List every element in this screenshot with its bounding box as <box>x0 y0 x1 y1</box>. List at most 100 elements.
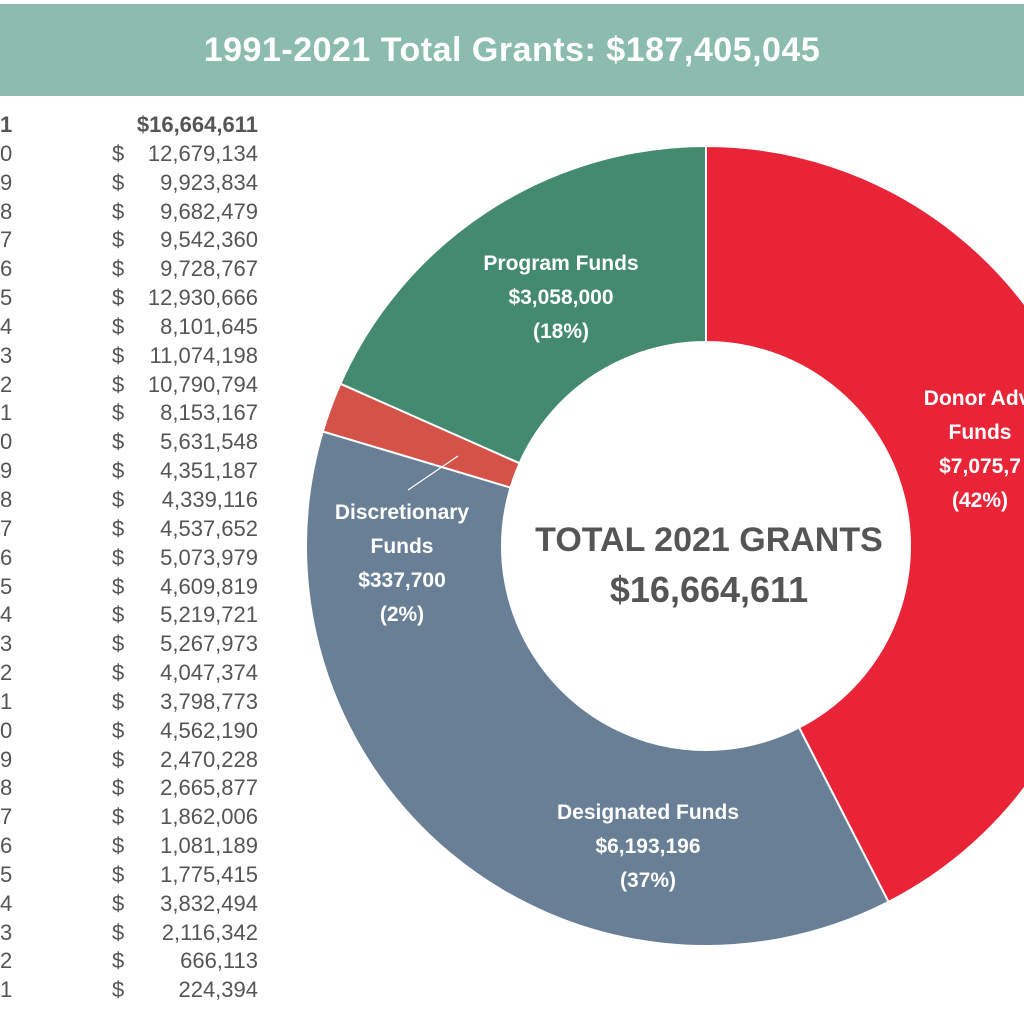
year-cell: 8 <box>0 775 13 801</box>
year-cell: 4 <box>0 602 13 628</box>
table-row: 4 $5,219,721 <box>0 601 270 630</box>
table-row: 1 $16,664,611 <box>0 111 270 140</box>
year-cell: 6 <box>0 833 13 859</box>
table-row: 0 $12,679,134 <box>0 140 270 169</box>
year-cell: 1 <box>0 977 13 1003</box>
dollar-sign-cell: $ <box>112 861 125 887</box>
table-row: 5 $4,609,819 <box>0 573 270 602</box>
slice-label-line: $337,700 <box>358 569 446 592</box>
dollar-sign-cell: $ <box>112 227 125 253</box>
dollar-sign-cell: $ <box>112 890 125 916</box>
amount-cell: 8,101,645 <box>160 313 258 339</box>
dollar-sign-cell: $ <box>112 660 125 686</box>
dollar-sign-cell: $ <box>112 602 125 628</box>
dollar-sign-cell: $ <box>112 688 125 714</box>
table-row: 3 $5,267,973 <box>0 630 270 659</box>
amount-cell: 5,073,979 <box>160 544 258 570</box>
amount-cell: 8,153,167 <box>160 400 258 426</box>
year-cell: 1 <box>0 400 13 426</box>
table-row: 1 $8,153,167 <box>0 399 270 428</box>
amount-cell: 9,923,834 <box>160 169 258 195</box>
table-row: 3 $11,074,198 <box>0 342 270 371</box>
amount-cell: 2,665,877 <box>160 775 258 801</box>
yearly-grants-table: 1 $16,664,611 0 $12,679,134 9 $9,923,834 8 $9,6… <box>0 111 270 1005</box>
table-row: 4 $8,101,645 <box>0 313 270 342</box>
dollar-sign-cell: $ <box>112 458 125 484</box>
amount-cell: 5,219,721 <box>160 602 258 628</box>
amount-cell: 9,728,767 <box>160 256 258 282</box>
dollar-sign-cell: $ <box>112 919 125 945</box>
title-banner: 1991-2021 Total Grants: $187,405,045 <box>0 4 1024 96</box>
dollar-sign-cell: $ <box>112 631 125 657</box>
table-row: 7 $4,537,652 <box>0 515 270 544</box>
amount-cell: 4,351,187 <box>160 458 258 484</box>
table-row: 6 $5,073,979 <box>0 544 270 573</box>
slice-label-line: $3,058,000 <box>508 286 613 309</box>
amount-cell: 4,562,190 <box>160 717 258 743</box>
amount-cell: 10,790,794 <box>147 371 258 397</box>
year-cell: 5 <box>0 285 13 311</box>
year-cell: 6 <box>0 544 13 570</box>
slice-label-line: $6,193,196 <box>595 835 700 858</box>
year-cell: 9 <box>0 746 13 772</box>
slice-label-line: (18%) <box>533 320 589 343</box>
dollar-sign-cell: $ <box>112 198 125 224</box>
slice-label-line: Designated Funds <box>557 801 739 824</box>
year-cell: 3 <box>0 919 13 945</box>
amount-cell: 5,631,548 <box>160 429 258 455</box>
table-row: 1 $3,798,773 <box>0 688 270 717</box>
year-cell: 2 <box>0 371 13 397</box>
amount-cell: 4,047,374 <box>160 660 258 686</box>
table-row: 0 $5,631,548 <box>0 428 270 457</box>
year-cell: 2 <box>0 948 13 974</box>
amount-cell: 224,394 <box>178 977 258 1003</box>
amount-cell: 5,267,973 <box>160 631 258 657</box>
dollar-sign-cell: $ <box>112 804 125 830</box>
slice-designated-funds <box>305 430 890 947</box>
dollar-sign-cell: $ <box>112 140 125 166</box>
amount-cell: 9,542,360 <box>160 227 258 253</box>
slice-label-line: Funds <box>371 535 434 558</box>
table-row: 5 $1,775,415 <box>0 861 270 890</box>
center-title: TOTAL 2021 GRANTS <box>535 521 883 559</box>
dollar-sign-cell: $ <box>112 169 125 195</box>
table-row: 7 $9,542,360 <box>0 226 270 255</box>
amount-cell: 12,930,666 <box>147 285 258 311</box>
dollar-sign-cell: $ <box>112 313 125 339</box>
donut-slices <box>305 144 1024 947</box>
slice-label-line: $7,075,7 <box>939 455 1021 478</box>
table-row: 8 $2,665,877 <box>0 774 270 803</box>
year-cell: 7 <box>0 515 13 541</box>
year-cell: 0 <box>0 429 13 455</box>
amount-cell: 11,074,198 <box>149 342 258 368</box>
dollar-sign-cell: $ <box>112 342 125 368</box>
slice-label-line: Donor Advi <box>924 387 1024 410</box>
table-row: 2 $666,113 <box>0 947 270 976</box>
year-cell: 5 <box>0 573 13 599</box>
center-total-value: $16,664,611 <box>610 569 808 610</box>
slice-program-funds <box>339 144 707 465</box>
slice-label-line: Discretionary <box>335 501 470 524</box>
amount-cell: 2,470,228 <box>160 746 258 772</box>
slice-label-line: Funds <box>949 421 1012 444</box>
table-row: 4 $3,832,494 <box>0 890 270 919</box>
year-cell: 6 <box>0 256 13 282</box>
year-cell: 3 <box>0 342 13 368</box>
slice-label-line: Program Funds <box>483 252 638 275</box>
table-row: 8 $4,339,116 <box>0 486 270 515</box>
slice-labels: Donor Advi Funds $7,075,7 (42%) Designated F… <box>335 252 1024 892</box>
dollar-sign-cell: $ <box>112 400 125 426</box>
dollar-sign-cell: $ <box>112 371 125 397</box>
amount-cell: 1,775,415 <box>160 861 258 887</box>
amount-cell: 12,679,134 <box>147 140 258 166</box>
dollar-sign-cell: $ <box>112 977 125 1003</box>
dollar-sign-cell: $ <box>112 948 125 974</box>
table-row: 9 $2,470,228 <box>0 746 270 775</box>
slice-label-line: (42%) <box>952 489 1008 512</box>
year-cell: 1 <box>0 688 13 714</box>
year-cell: 9 <box>0 169 13 195</box>
year-cell: 0 <box>0 140 13 166</box>
dollar-sign-cell: $ <box>112 717 125 743</box>
discretionary-leader-line <box>407 455 459 491</box>
dollar-sign-cell: $ <box>112 285 125 311</box>
